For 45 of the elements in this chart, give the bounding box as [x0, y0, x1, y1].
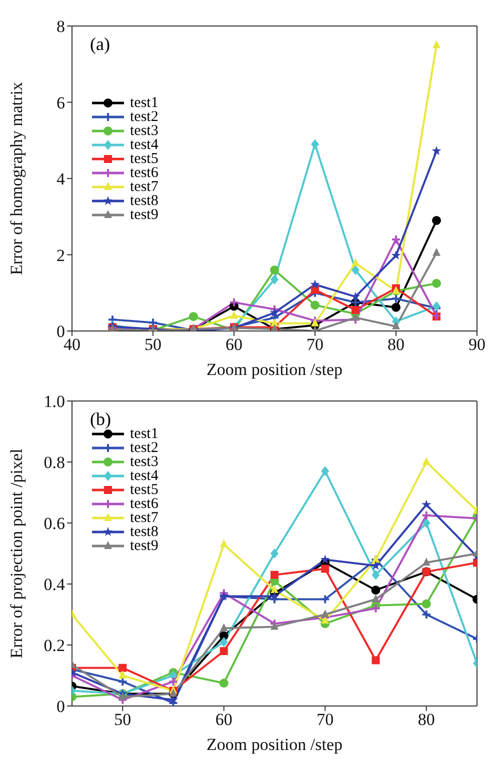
- y-tick-label: 0.8: [44, 453, 65, 472]
- x-tick-label: 70: [316, 710, 334, 730]
- legend-label: test8: [130, 524, 158, 540]
- legend-label: test3: [130, 454, 158, 470]
- legend-label: test5: [130, 150, 158, 166]
- y-axis-title: Error of homography matrix: [7, 81, 26, 276]
- y-tick-label: 0.2: [44, 636, 65, 656]
- x-tick-label: 50: [114, 710, 132, 730]
- legend-label: test9: [130, 538, 158, 554]
- y-axis-title: Error of projection point /pixel: [7, 448, 26, 658]
- legend-label: test9: [130, 206, 158, 222]
- x-axis-title: Zoom position /step: [206, 360, 342, 379]
- y-tick-label: 1.0: [44, 392, 65, 412]
- annotation: (b): [90, 409, 111, 430]
- x-tick-label: 50: [144, 335, 162, 354]
- legend-label: test8: [130, 192, 158, 208]
- x-tick-label: 80: [418, 710, 435, 730]
- legend-label: test6: [130, 164, 158, 180]
- x-tick-label: 60: [215, 710, 232, 730]
- x-axis-title: Zoom position /step: [206, 735, 342, 754]
- legend-label: test7: [130, 510, 158, 526]
- legend-label: test1: [130, 94, 158, 110]
- legend-label: test4: [130, 136, 158, 152]
- x-tick-label: 80: [388, 335, 404, 354]
- legend-label: test1: [130, 426, 158, 442]
- x-tick-label: 70: [306, 335, 324, 354]
- x-tick-label: 60: [226, 335, 242, 354]
- x-tick-label: 90: [468, 335, 486, 354]
- legend-label: test2: [130, 440, 158, 456]
- y-tick-label: 2: [56, 246, 65, 265]
- legend-label: test5: [130, 482, 158, 498]
- y-tick-label: 8: [56, 17, 65, 36]
- legend-label: test6: [130, 496, 158, 512]
- legend-label: test3: [130, 122, 158, 138]
- y-tick-label: 4: [56, 170, 66, 189]
- legend-label: test4: [130, 468, 158, 484]
- y-tick-label: 0.4: [44, 575, 66, 594]
- y-tick-label: 6: [56, 93, 65, 112]
- legend-label: test7: [130, 178, 158, 194]
- legend-label: test2: [130, 108, 158, 124]
- x-tick-label: 40: [64, 335, 80, 354]
- y-tick-label: 0.6: [44, 514, 65, 534]
- y-tick-label: 0: [56, 322, 65, 342]
- y-tick-label: 0: [56, 697, 65, 716]
- annotation: (a): [90, 34, 110, 55]
